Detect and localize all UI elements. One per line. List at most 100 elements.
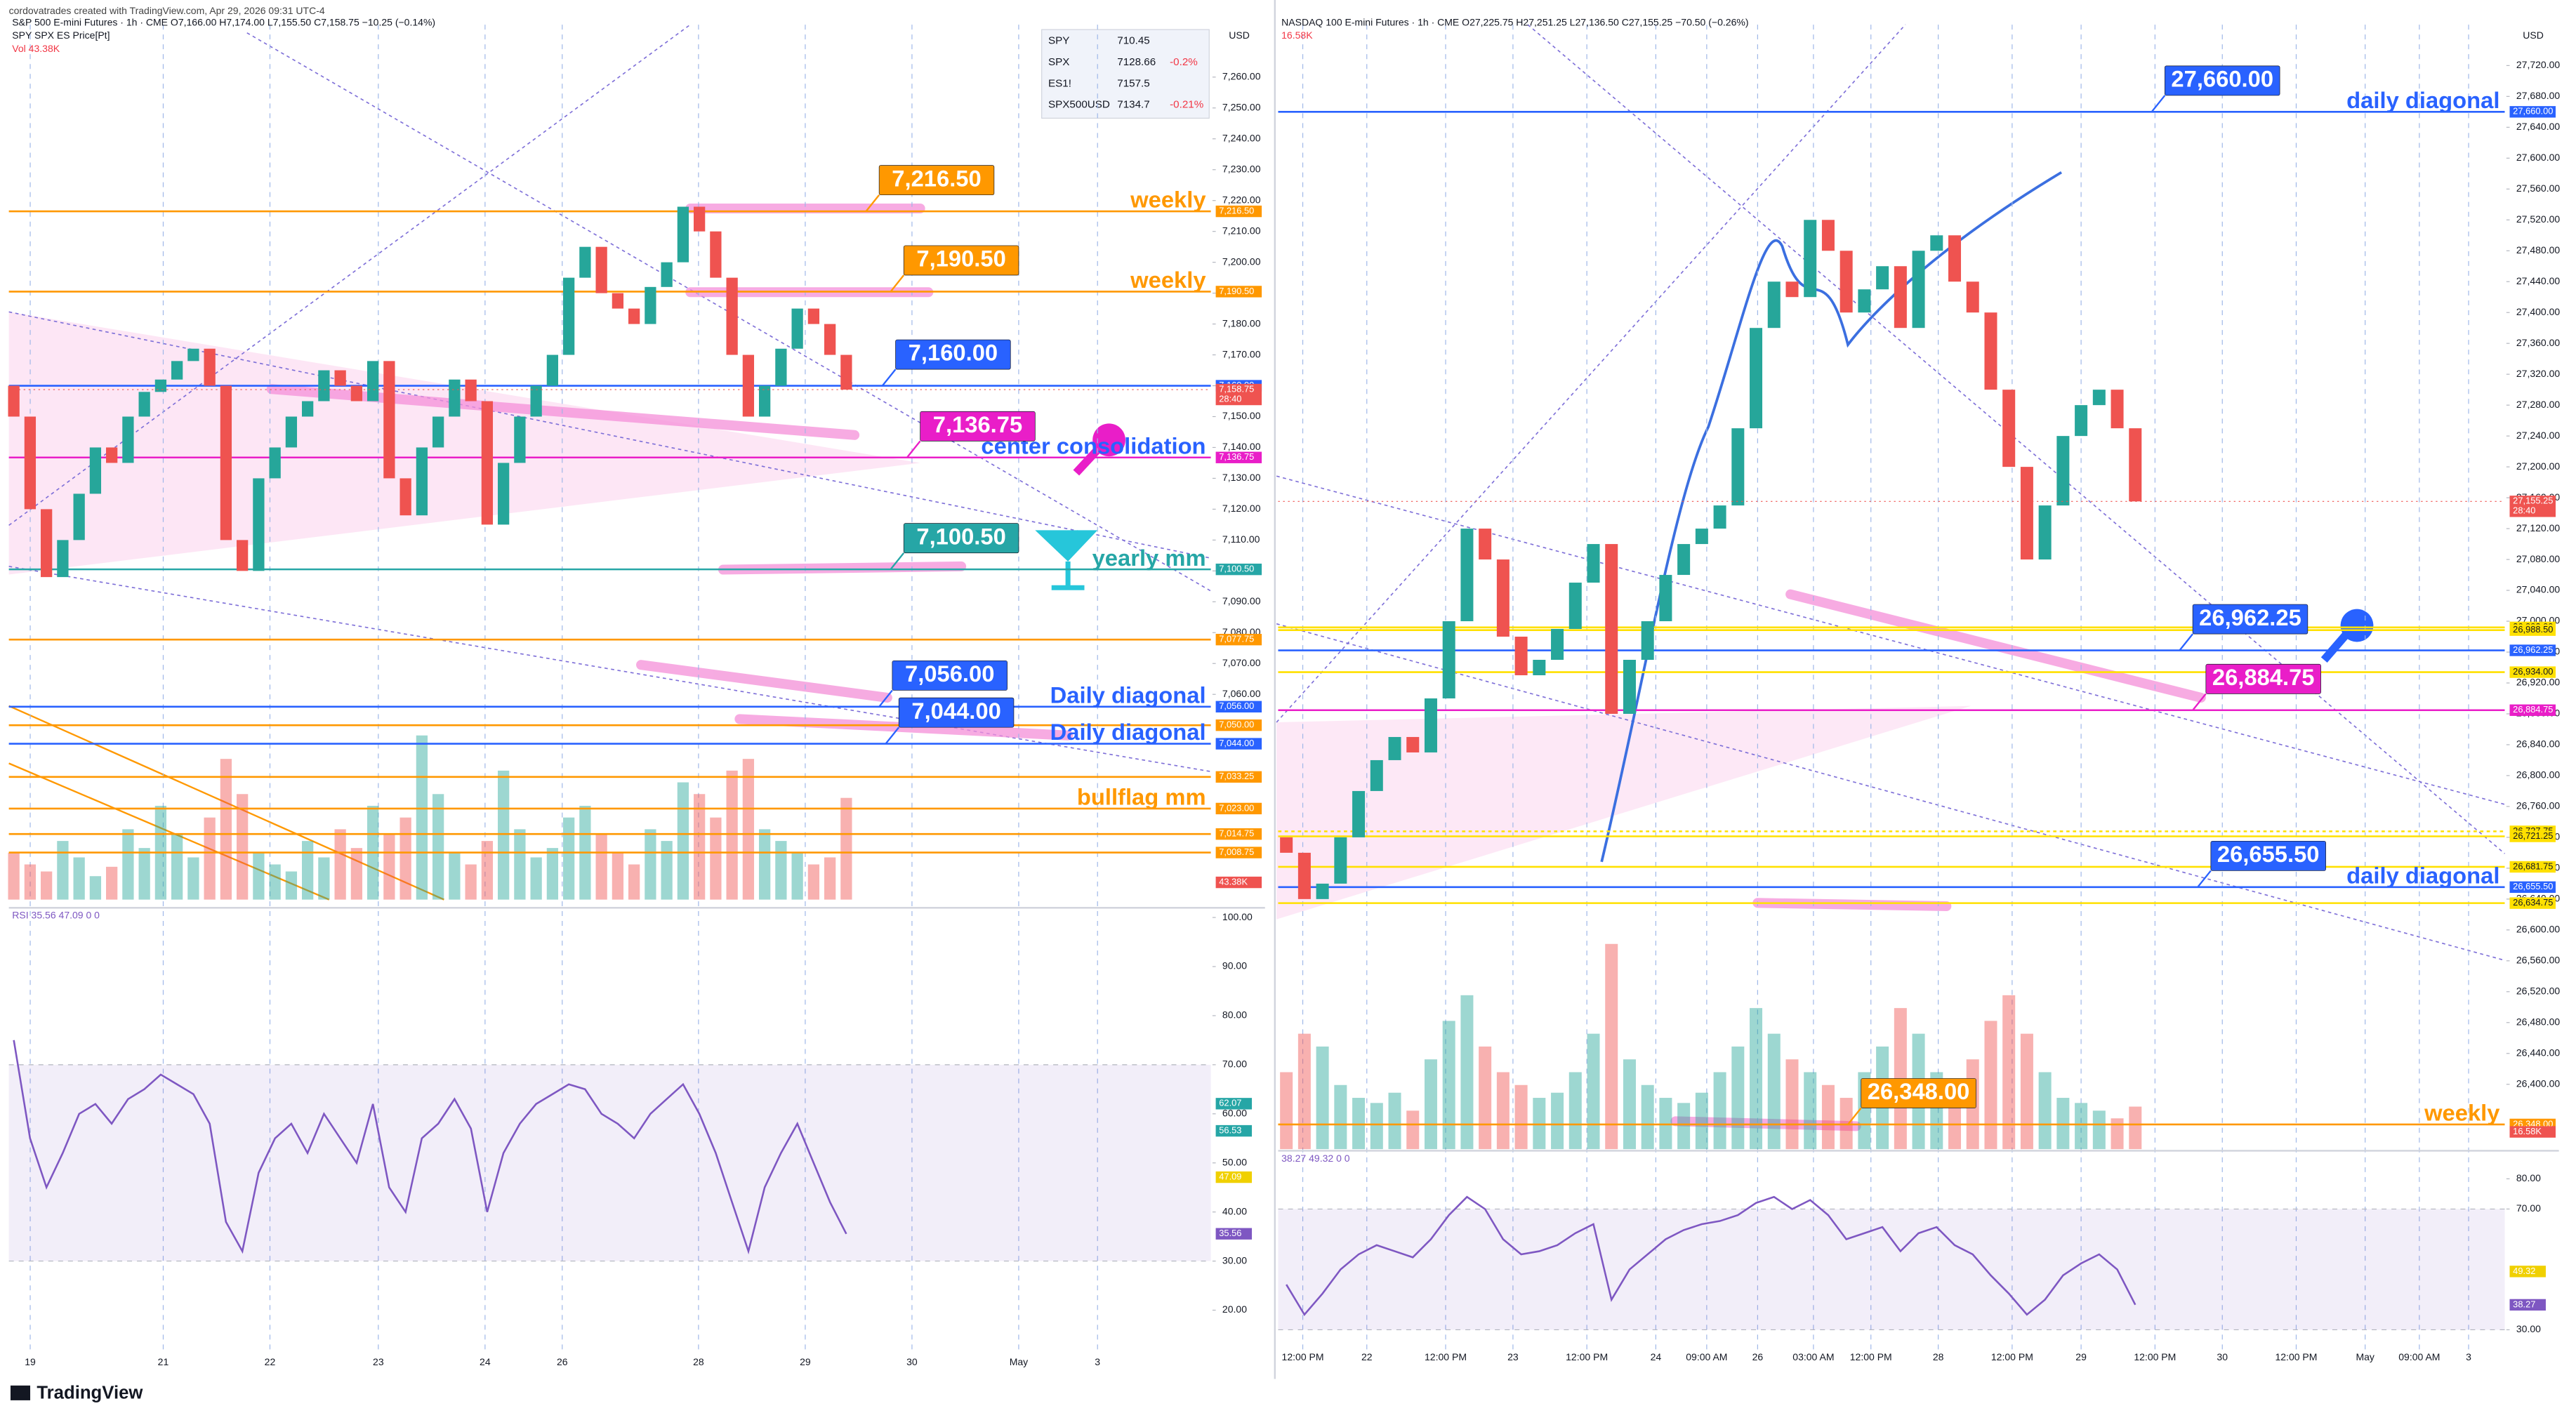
candle bbox=[1424, 698, 1437, 752]
candle bbox=[710, 231, 722, 278]
level-note: weekly bbox=[1130, 267, 1206, 293]
volume-bar bbox=[302, 841, 314, 900]
candle bbox=[1514, 637, 1528, 675]
level-axis-tag bbox=[2509, 644, 2556, 656]
x-tick-label: 12:00 PM bbox=[1282, 1351, 1324, 1362]
x-tick-label: 12:00 PM bbox=[2134, 1351, 2176, 1362]
chart-title: S&P 500 E-mini Futures · 1h · CME O7,166… bbox=[12, 16, 435, 27]
volume-bar bbox=[24, 864, 37, 900]
volume-value: 16.58K bbox=[2513, 1126, 2542, 1136]
candle bbox=[1731, 428, 1745, 506]
volume-bar bbox=[106, 866, 118, 900]
candle bbox=[154, 379, 167, 392]
y-tick-label: 7,140.00 bbox=[1222, 441, 1261, 452]
level-axis-tag bbox=[2509, 897, 2556, 909]
candle bbox=[220, 385, 232, 540]
volume-bar bbox=[726, 770, 738, 900]
candle bbox=[530, 385, 542, 417]
volume-bar bbox=[645, 829, 656, 900]
y-tick-label: 27,680.00 bbox=[2516, 90, 2561, 101]
y-tick-label: 27,480.00 bbox=[2516, 244, 2561, 256]
candle bbox=[645, 286, 656, 324]
callout-box bbox=[920, 411, 1036, 442]
volume-bar bbox=[562, 817, 575, 900]
volume-bar bbox=[546, 848, 559, 900]
candle bbox=[1623, 660, 1636, 714]
y-tick-label: 26,760.00 bbox=[2516, 800, 2561, 811]
y-tick-label: 26,480.00 bbox=[2516, 1016, 2561, 1027]
candle bbox=[24, 416, 37, 510]
candle bbox=[318, 370, 330, 402]
level-axis-tag bbox=[2509, 624, 2556, 636]
volume-bar bbox=[383, 834, 395, 900]
rsi-tick-label: 30.00 bbox=[1222, 1254, 1247, 1266]
volume-bar bbox=[530, 857, 542, 900]
candle bbox=[1352, 790, 1366, 837]
candle bbox=[628, 308, 640, 324]
volume-bar bbox=[1605, 943, 1618, 1150]
volume-bar bbox=[742, 759, 755, 900]
x-tick-label: 12:00 PM bbox=[1425, 1351, 1467, 1362]
level-axis-label: 7,100.50 bbox=[1219, 564, 1254, 574]
countdown: 28:40 bbox=[1219, 393, 1241, 404]
volume-bar bbox=[775, 841, 787, 900]
candle bbox=[73, 493, 85, 540]
glass-icon bbox=[1035, 530, 1098, 590]
channel-line bbox=[8, 762, 330, 901]
level-axis-tag bbox=[2509, 106, 2556, 118]
countdown: 28:40 bbox=[2513, 505, 2535, 516]
watch-symbol: ES1! bbox=[1048, 77, 1071, 89]
candle bbox=[2038, 505, 2052, 560]
level-axis-label: 7,190.50 bbox=[1219, 286, 1254, 296]
y-tick-label: 7,210.00 bbox=[1222, 225, 1261, 236]
rsi-tick-label: 80.00 bbox=[2516, 1172, 2541, 1183]
callout-box bbox=[892, 660, 1008, 691]
rsi-marker-tag bbox=[1215, 1228, 1253, 1240]
x-tick-label: 23 bbox=[373, 1356, 384, 1367]
volume-bar bbox=[416, 735, 428, 900]
rsi-band bbox=[1278, 1209, 2505, 1330]
volume-bar bbox=[187, 857, 199, 900]
candle bbox=[661, 262, 673, 287]
level-note: weekly bbox=[2424, 1100, 2500, 1126]
volume-bar bbox=[465, 864, 477, 900]
candle bbox=[253, 478, 265, 571]
level-axis-label: 26,962.25 bbox=[2513, 644, 2553, 655]
candle bbox=[726, 277, 738, 355]
level-axis-tag bbox=[2509, 861, 2556, 873]
volume-bar bbox=[791, 852, 803, 900]
candle bbox=[1280, 837, 1293, 853]
candle bbox=[106, 447, 118, 463]
candle bbox=[416, 447, 428, 516]
y-tick-label: 26,800.00 bbox=[2516, 769, 2561, 781]
volume-bar bbox=[220, 759, 232, 900]
volume-bar bbox=[1731, 1046, 1745, 1150]
level-axis-label: 26,934.00 bbox=[2513, 666, 2553, 677]
rsi-line bbox=[1286, 1195, 2136, 1317]
level-axis-tag bbox=[1215, 802, 1262, 815]
candle bbox=[1713, 505, 1726, 529]
candle bbox=[1605, 544, 1618, 714]
volume-bar bbox=[1334, 1084, 1347, 1150]
volume-bar bbox=[612, 852, 624, 900]
level-axis-tag bbox=[1215, 771, 1262, 783]
callout-label: 26,884.75 bbox=[2212, 664, 2315, 690]
level-axis-label: 26,634.75 bbox=[2513, 897, 2553, 908]
level-axis-label: 26,721.25 bbox=[2513, 830, 2553, 841]
highlight bbox=[636, 660, 892, 703]
candle bbox=[1767, 281, 1781, 329]
candle bbox=[1858, 289, 1871, 313]
callout-pointer bbox=[885, 726, 900, 745]
candle bbox=[742, 354, 755, 417]
level-axis-tag bbox=[2509, 830, 2556, 842]
rsi-marker-tag bbox=[1215, 1098, 1253, 1110]
volume-bar bbox=[1695, 1092, 1708, 1150]
volume-bar bbox=[2129, 1106, 2142, 1150]
level-axis-tag bbox=[1215, 286, 1262, 298]
rsi-marker-label: 47.09 bbox=[1219, 1171, 1241, 1181]
level-axis-tag bbox=[1215, 451, 1262, 463]
y-tick-label: 27,280.00 bbox=[2516, 399, 2561, 410]
volume-bar bbox=[514, 829, 526, 900]
level-axis-label: 26,884.75 bbox=[2513, 704, 2553, 715]
